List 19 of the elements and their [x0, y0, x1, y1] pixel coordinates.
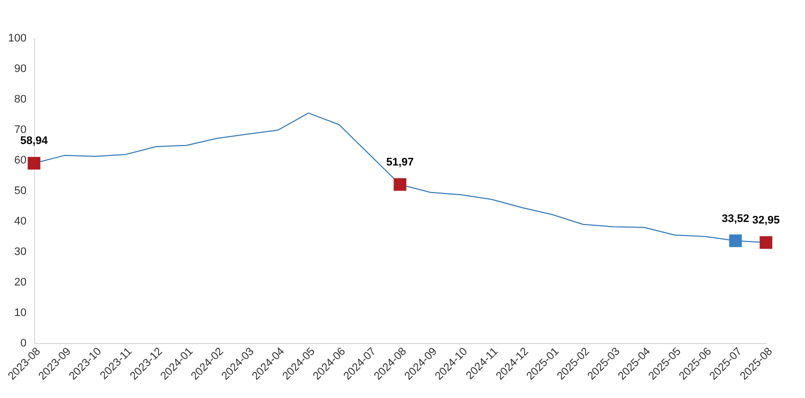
y-tick-label: 60 — [14, 154, 26, 166]
data-label: 32,95 — [752, 214, 780, 227]
y-tick-label: 80 — [14, 94, 26, 106]
data-label: 51,97 — [386, 156, 414, 168]
y-tick-label: 30 — [14, 246, 26, 258]
point — [729, 234, 742, 248]
y-tick-label: 20 — [14, 276, 26, 288]
point — [760, 236, 772, 249]
data-label: 58,94 — [20, 135, 49, 148]
data-label: 33,52 — [722, 212, 750, 225]
y-tick-label: 90 — [14, 63, 26, 75]
y-tick-label: 50 — [14, 185, 26, 197]
y-tick-label: 10 — [14, 307, 26, 319]
y-tick-label: 40 — [14, 216, 26, 228]
point — [28, 156, 40, 170]
point — [394, 178, 406, 191]
y-tick-label: 100 — [8, 32, 26, 44]
y-tick-label: 70 — [14, 124, 26, 136]
y-tick-label: 0 — [20, 338, 26, 350]
